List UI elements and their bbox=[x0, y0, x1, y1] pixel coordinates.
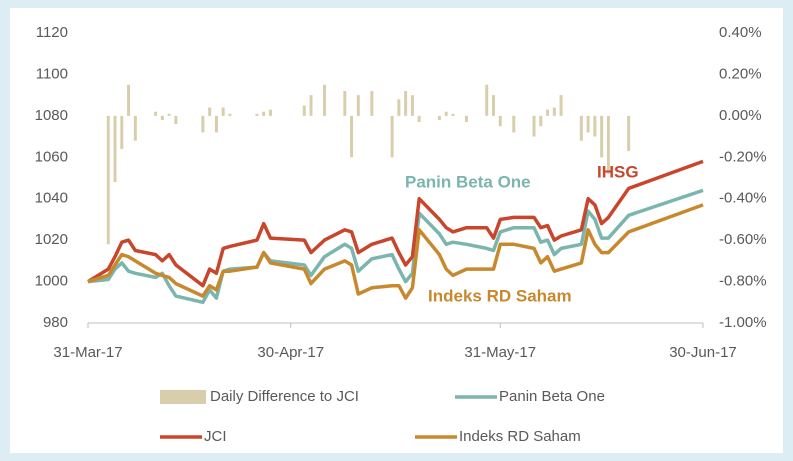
bar bbox=[600, 115, 604, 158]
y2-tick-label: -0.20% bbox=[719, 148, 767, 165]
legend-label: Panin Beta One bbox=[499, 388, 605, 405]
chart-panel bbox=[10, 8, 783, 453]
bar bbox=[201, 115, 205, 133]
bar bbox=[133, 115, 137, 141]
y-tick-label: 1080 bbox=[35, 107, 68, 124]
y-tick-label: 980 bbox=[43, 314, 68, 331]
bar bbox=[160, 115, 164, 120]
x-tick-label: 31-Mar-17 bbox=[53, 344, 122, 361]
bar bbox=[491, 95, 495, 116]
y-tick-label: 1100 bbox=[36, 65, 68, 82]
bar bbox=[417, 115, 421, 123]
y-tick-label: 1120 bbox=[36, 24, 68, 41]
bar bbox=[579, 115, 583, 141]
legend-swatch bbox=[160, 390, 206, 404]
bar bbox=[498, 115, 502, 127]
bar bbox=[343, 91, 347, 116]
bar bbox=[627, 115, 631, 152]
bar bbox=[154, 111, 158, 116]
bar bbox=[167, 113, 171, 116]
bar bbox=[309, 95, 313, 116]
bar bbox=[106, 115, 110, 245]
bar bbox=[356, 95, 360, 116]
bar bbox=[262, 111, 266, 116]
bar bbox=[370, 91, 374, 116]
y-tick-label: 1060 bbox=[35, 148, 68, 165]
x-tick-label: 30-Apr-17 bbox=[257, 344, 324, 361]
bar bbox=[208, 107, 212, 116]
bar bbox=[323, 84, 327, 116]
bar bbox=[606, 115, 610, 174]
y2-tick-label: -0.80% bbox=[719, 273, 767, 290]
y2-tick-label: -1.00% bbox=[719, 314, 767, 331]
bar bbox=[174, 115, 178, 125]
bar bbox=[255, 113, 259, 116]
bar bbox=[302, 105, 306, 116]
bar bbox=[221, 107, 225, 116]
bar bbox=[410, 95, 414, 116]
annotation: Panin Beta One bbox=[405, 172, 531, 191]
bar bbox=[512, 115, 516, 133]
bar bbox=[397, 99, 401, 116]
bar bbox=[404, 91, 408, 116]
annotation: Indeks RD Saham bbox=[428, 286, 572, 305]
y2-tick-label: -0.60% bbox=[719, 231, 767, 248]
bar bbox=[552, 107, 556, 116]
y-tick-label: 1020 bbox=[35, 231, 68, 248]
x-tick-label: 31-May-17 bbox=[464, 344, 536, 361]
x-tick-label: 30-Jun-17 bbox=[669, 344, 737, 361]
bar bbox=[214, 115, 218, 133]
legend-label: Daily Difference to JCI bbox=[210, 388, 359, 405]
y2-tick-label: 0.00% bbox=[719, 107, 762, 124]
bar bbox=[559, 95, 563, 116]
bar bbox=[532, 115, 536, 137]
legend-label: JCI bbox=[204, 428, 227, 445]
line bbox=[87, 188, 704, 305]
line bbox=[87, 203, 704, 300]
y2-tick-label: -0.40% bbox=[719, 190, 767, 207]
bar bbox=[539, 115, 543, 127]
bar bbox=[444, 111, 448, 116]
bar bbox=[437, 115, 441, 120]
legend-label: Indeks RD Saham bbox=[459, 428, 581, 445]
bar bbox=[120, 115, 124, 149]
y-tick-label: 1000 bbox=[35, 273, 68, 290]
bar bbox=[451, 113, 455, 116]
bar bbox=[593, 115, 597, 137]
bar bbox=[113, 115, 117, 183]
bar bbox=[390, 115, 394, 158]
bar bbox=[228, 113, 232, 116]
y2-tick-label: 0.40% bbox=[719, 24, 762, 41]
line bbox=[87, 159, 704, 288]
bar bbox=[485, 84, 489, 116]
bar bbox=[127, 84, 131, 116]
bar bbox=[546, 109, 550, 116]
y2-tick-label: 0.20% bbox=[719, 65, 762, 82]
bar bbox=[464, 115, 468, 123]
y-tick-label: 1040 bbox=[35, 190, 68, 207]
bar bbox=[586, 115, 590, 133]
bar bbox=[350, 115, 354, 158]
annotation: IHSG bbox=[597, 162, 639, 181]
bar bbox=[268, 109, 272, 116]
